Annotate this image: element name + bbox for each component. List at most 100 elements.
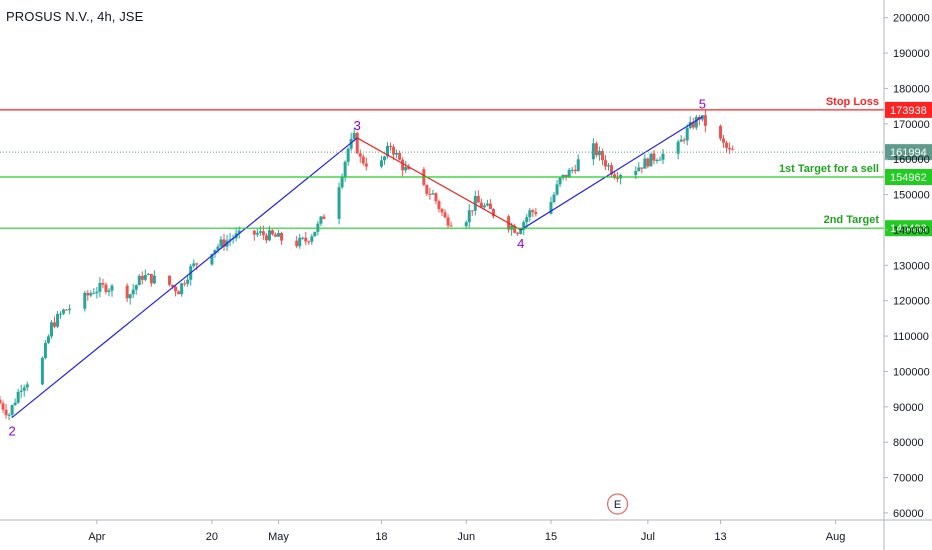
candle-body <box>401 159 405 171</box>
level-price-tag <box>885 220 932 237</box>
wave-label: 2 <box>8 423 15 438</box>
candle-body <box>437 201 441 210</box>
candle-body <box>682 139 686 141</box>
candle-body <box>177 291 181 295</box>
wave-label: 3 <box>354 118 361 133</box>
candle-body <box>479 202 483 208</box>
level-price-label: 173938 <box>890 105 927 117</box>
candle-body <box>358 153 362 157</box>
candle-body <box>19 390 23 392</box>
candle-body <box>264 235 268 241</box>
candle-body <box>152 275 156 284</box>
candle-body <box>355 132 359 154</box>
y-tick-label: 120000 <box>893 296 930 308</box>
candle-body <box>534 212 538 214</box>
candle-body <box>267 230 271 241</box>
candle-body <box>313 231 317 237</box>
candle-body <box>1 403 5 410</box>
candle-body <box>337 187 341 219</box>
levels-layer: 161994 Stop Loss 173938 1st Target for a se… <box>0 96 932 237</box>
event-badge-label: E <box>614 499 621 511</box>
candle-body <box>134 285 138 290</box>
candle-body <box>319 216 323 224</box>
candle-body <box>597 151 601 156</box>
y-tick-label: 150000 <box>893 190 930 202</box>
candle-body <box>464 222 468 227</box>
candle-body <box>552 194 556 203</box>
chart-title: PROSUS N.V., 4h, JSE <box>6 9 144 24</box>
x-tick-label: Aug <box>826 531 846 543</box>
candle-body <box>676 141 680 154</box>
candle-body <box>146 273 150 275</box>
candle-body <box>174 286 178 292</box>
candle-body <box>13 402 17 406</box>
candle-body <box>183 283 187 285</box>
x-tick-label: 15 <box>545 531 557 543</box>
event-badge[interactable]: E <box>606 493 629 515</box>
candle-body <box>449 225 453 227</box>
candle-body <box>346 148 350 162</box>
candle-body <box>576 159 580 172</box>
candle-body <box>513 226 517 233</box>
candle-body <box>655 159 659 161</box>
candle-body <box>440 209 444 213</box>
candle-body <box>258 231 262 233</box>
y-tick-label: 200000 <box>893 13 930 25</box>
x-tick-label: Jul <box>641 531 655 543</box>
candle-body <box>213 249 217 255</box>
candle-body <box>522 222 526 230</box>
y-tick-label: 170000 <box>893 119 930 131</box>
candle-body <box>379 160 383 167</box>
candle-body <box>125 285 129 299</box>
candle-body <box>140 275 144 280</box>
candle-body <box>719 125 723 139</box>
candle-body <box>485 203 489 206</box>
candle-body <box>661 153 665 160</box>
candle-body <box>304 237 308 242</box>
candle-body <box>616 177 620 179</box>
candles-layer <box>0 109 735 421</box>
candle-body <box>301 237 305 239</box>
candle-body <box>731 149 735 151</box>
candle-body <box>652 153 656 161</box>
candle-body <box>703 115 707 126</box>
wave-line <box>356 137 522 231</box>
candle-body <box>222 239 226 247</box>
candle-body <box>49 322 53 337</box>
candle-body <box>467 210 471 223</box>
candle-body <box>425 184 429 194</box>
candle-body <box>83 292 87 309</box>
candle-body <box>525 217 529 223</box>
candle-body <box>25 384 29 388</box>
candle-body <box>307 241 311 243</box>
candle-body <box>143 274 147 280</box>
candle-body <box>137 275 141 286</box>
candle-body <box>22 387 26 391</box>
candle-body <box>567 169 571 178</box>
y-tick-label: 140000 <box>893 225 930 237</box>
candle-body <box>56 314 60 327</box>
candle-body <box>431 193 435 195</box>
x-tick-label: 20 <box>206 531 218 543</box>
y-tick-label: 100000 <box>893 366 930 378</box>
candle-body <box>389 145 393 147</box>
candle-body <box>610 165 614 175</box>
candle-body <box>643 158 647 169</box>
candle-body <box>446 217 450 226</box>
candle-body <box>86 292 90 296</box>
candle-body <box>434 193 438 202</box>
candle-body <box>59 313 63 315</box>
candle-body <box>516 232 520 234</box>
candle-body <box>649 153 653 167</box>
candle-body <box>295 240 299 247</box>
level-name: 1st Target for a sell <box>779 163 879 175</box>
candle-body <box>549 202 553 214</box>
candle-body <box>7 414 11 416</box>
candle-body <box>343 161 347 177</box>
y-tick-label: 190000 <box>893 48 930 60</box>
candle-body <box>322 216 326 219</box>
candle-body <box>407 166 411 170</box>
candle-body <box>195 263 199 265</box>
